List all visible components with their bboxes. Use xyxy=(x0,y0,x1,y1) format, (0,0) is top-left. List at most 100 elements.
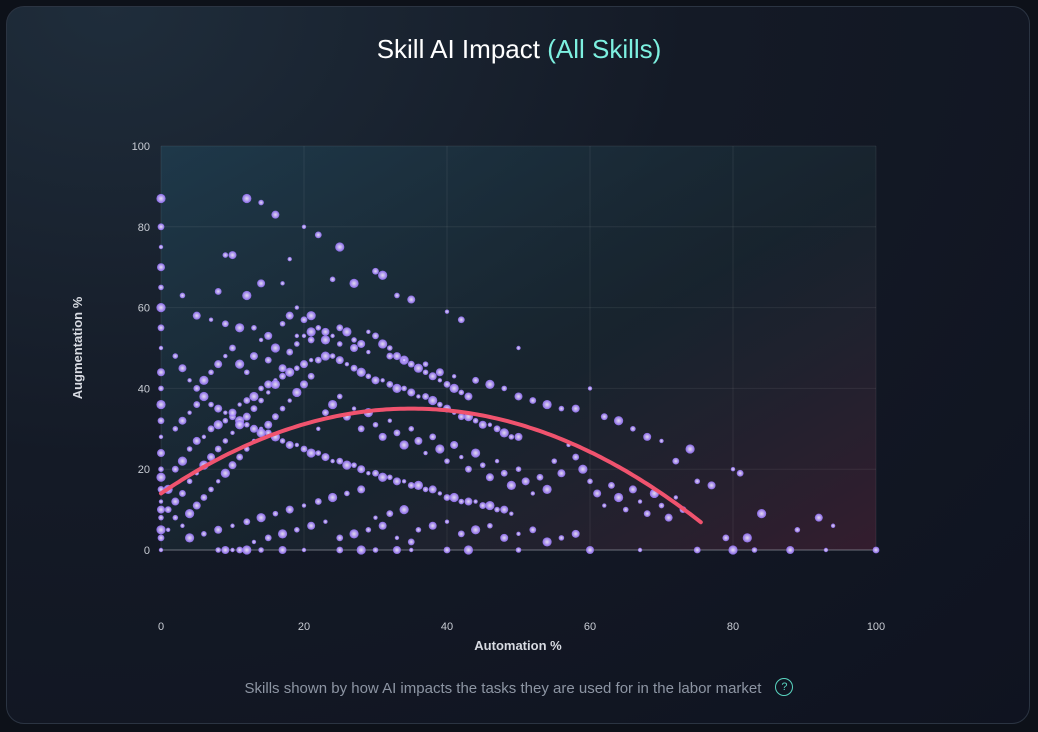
scatter-point[interactable] xyxy=(437,378,443,383)
scatter-point[interactable] xyxy=(464,497,473,506)
scatter-point[interactable] xyxy=(158,514,164,521)
scatter-point[interactable] xyxy=(306,311,316,321)
scatter-point[interactable] xyxy=(487,422,493,427)
scatter-point[interactable] xyxy=(301,224,307,229)
scatter-point[interactable] xyxy=(214,445,222,453)
scatter-point[interactable] xyxy=(587,386,593,391)
scatter-point[interactable] xyxy=(279,372,286,380)
scatter-point[interactable] xyxy=(243,397,251,404)
scatter-point[interactable] xyxy=(208,401,214,408)
scatter-point[interactable] xyxy=(294,333,300,339)
scatter-point[interactable] xyxy=(294,341,300,347)
scatter-point[interactable] xyxy=(249,352,258,361)
scatter-point[interactable] xyxy=(529,526,537,534)
scatter-point[interactable] xyxy=(357,465,366,474)
scatter-point[interactable] xyxy=(450,440,459,449)
scatter-point[interactable] xyxy=(707,481,716,490)
scatter-point[interactable] xyxy=(392,383,402,393)
scatter-point[interactable] xyxy=(157,263,165,272)
scatter-point[interactable] xyxy=(249,424,258,433)
scatter-point[interactable] xyxy=(830,523,836,528)
scatter-point[interactable] xyxy=(542,537,552,547)
scatter-point[interactable] xyxy=(428,395,438,406)
scatter-point[interactable] xyxy=(229,344,236,352)
scatter-point[interactable] xyxy=(422,369,429,376)
scatter-point[interactable] xyxy=(485,379,495,389)
scatter-point[interactable] xyxy=(242,545,252,555)
scatter-point[interactable] xyxy=(742,533,752,543)
scatter-point[interactable] xyxy=(222,252,229,258)
scatter-point[interactable] xyxy=(572,453,580,461)
scatter-point[interactable] xyxy=(336,546,344,554)
scatter-point[interactable] xyxy=(287,256,292,262)
scatter-point[interactable] xyxy=(673,495,678,500)
scatter-point[interactable] xyxy=(664,513,673,522)
scatter-point[interactable] xyxy=(500,533,509,542)
scatter-point[interactable] xyxy=(485,500,495,511)
scatter-point[interactable] xyxy=(280,281,285,286)
scatter-point[interactable] xyxy=(558,535,565,541)
scatter-point[interactable] xyxy=(214,404,223,413)
scatter-point[interactable] xyxy=(249,391,259,402)
scatter-point[interactable] xyxy=(458,498,465,505)
scatter-point[interactable] xyxy=(294,442,300,448)
scatter-point[interactable] xyxy=(823,547,829,553)
scatter-point[interactable] xyxy=(356,545,366,555)
scatter-point[interactable] xyxy=(279,405,286,412)
scatter-point[interactable] xyxy=(386,352,394,360)
scatter-point[interactable] xyxy=(371,376,380,385)
scatter-point[interactable] xyxy=(157,223,165,231)
scatter-point[interactable] xyxy=(242,193,252,204)
scatter-point[interactable] xyxy=(730,467,736,472)
scatter-point[interactable] xyxy=(578,464,588,474)
scatter-point[interactable] xyxy=(494,458,500,464)
scatter-point[interactable] xyxy=(457,316,465,324)
scatter-point[interactable] xyxy=(214,525,223,534)
scatter-point[interactable] xyxy=(264,331,273,340)
scatter-point[interactable] xyxy=(672,457,680,465)
scatter-point[interactable] xyxy=(444,519,450,524)
scatter-point[interactable] xyxy=(429,433,437,441)
scatter-point[interactable] xyxy=(235,420,245,430)
scatter-point[interactable] xyxy=(300,316,308,324)
scatter-point[interactable] xyxy=(285,311,294,320)
scatter-point[interactable] xyxy=(628,485,637,494)
scatter-point[interactable] xyxy=(457,530,465,538)
scatter-point[interactable] xyxy=(329,276,336,283)
scatter-point[interactable] xyxy=(336,393,343,400)
scatter-point[interactable] xyxy=(401,479,407,484)
scatter-point[interactable] xyxy=(316,426,321,431)
scatter-point[interactable] xyxy=(278,546,287,554)
scatter-point[interactable] xyxy=(500,469,508,477)
scatter-point[interactable] xyxy=(301,333,307,339)
scatter-point[interactable] xyxy=(437,491,443,496)
scatter-point[interactable] xyxy=(514,432,523,441)
scatter-point[interactable] xyxy=(321,327,330,336)
scatter-point[interactable] xyxy=(643,432,652,441)
scatter-point[interactable] xyxy=(306,327,316,337)
scatter-point[interactable] xyxy=(207,425,215,433)
scatter-point[interactable] xyxy=(336,324,344,332)
scatter-point[interactable] xyxy=(230,430,235,436)
scatter-point[interactable] xyxy=(307,521,316,530)
scatter-point[interactable] xyxy=(365,527,372,533)
scatter-point[interactable] xyxy=(372,267,379,275)
scatter-point[interactable] xyxy=(387,474,393,481)
scatter-point[interactable] xyxy=(736,469,744,477)
scatter-point[interactable] xyxy=(350,344,359,352)
scatter-point[interactable] xyxy=(722,534,730,542)
scatter-point[interactable] xyxy=(407,360,415,368)
scatter-point[interactable] xyxy=(277,529,288,539)
scatter-point[interactable] xyxy=(378,521,387,530)
scatter-point[interactable] xyxy=(530,491,535,496)
scatter-point[interactable] xyxy=(494,506,500,513)
scatter-point[interactable] xyxy=(558,405,565,412)
scatter-point[interactable] xyxy=(307,336,315,344)
scatter-point[interactable] xyxy=(794,527,801,533)
scatter-point[interactable] xyxy=(501,385,508,392)
scatter-point[interactable] xyxy=(751,547,758,553)
scatter-point[interactable] xyxy=(228,461,237,470)
scatter-point[interactable] xyxy=(208,317,214,322)
scatter-point[interactable] xyxy=(272,510,279,517)
scatter-point[interactable] xyxy=(366,471,371,476)
